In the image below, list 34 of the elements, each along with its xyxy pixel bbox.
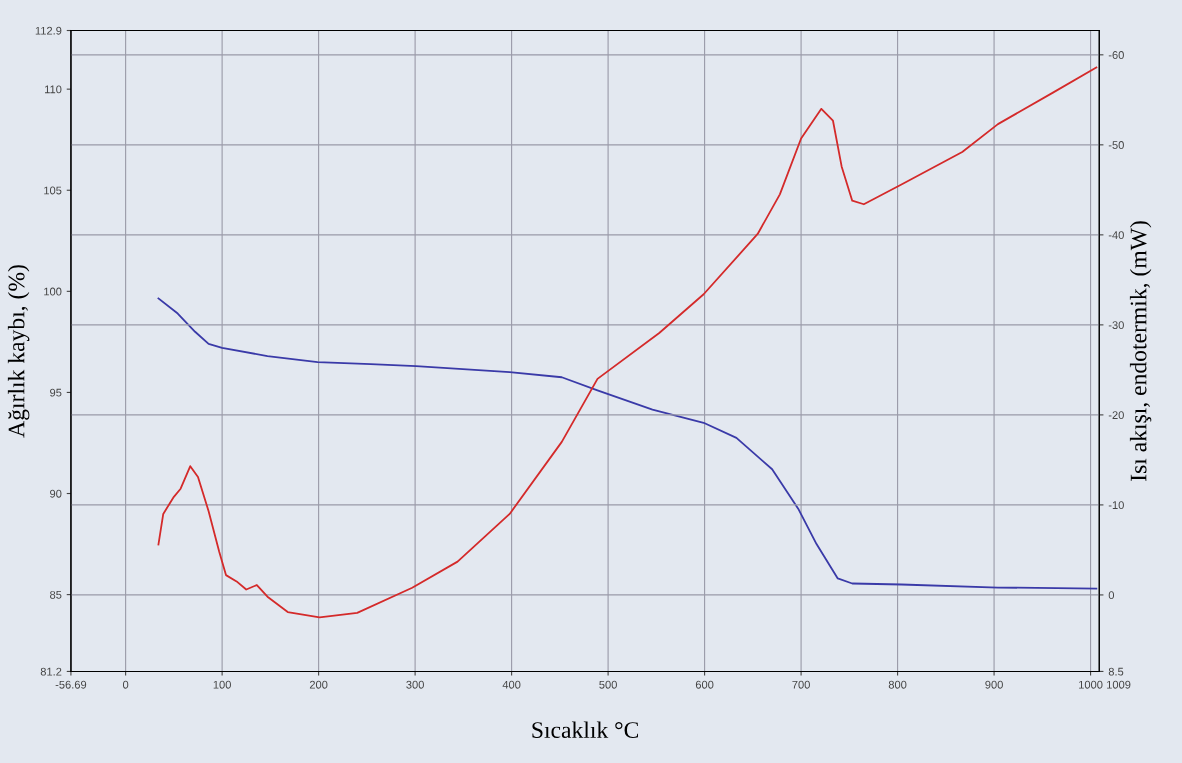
y-tick-label: 90 [50,489,62,498]
x-tick-label: -56.69 [55,680,87,689]
y-tick-label: 112.9 [35,26,62,35]
y2-tick-label: 0 [1108,591,1115,600]
x-tick-label: 400 [502,680,521,689]
y-tick-label: 110 [45,85,62,94]
y2-tick-label: 8.5 [1108,667,1124,676]
x-tick-label: 700 [792,680,810,689]
y2-tick-label: -10 [1108,501,1124,510]
line-series [157,66,1098,619]
y-tick-label: 81.2 [40,667,62,676]
y2-tick-label: -50 [1108,141,1124,149]
y-tick-label: 95 [50,388,62,397]
x-tick-label: 100 [213,680,231,689]
x-tick-label: 300 [406,680,424,689]
x-tick-label: 600 [695,680,714,689]
y-tick-label: 85 [50,590,62,599]
x-tick-label: 200 [309,680,328,689]
y2-axis-title: Isı akışı, endotermik, (mW) [1129,221,1152,481]
y2-tick-label: -40 [1108,231,1124,239]
y-tick-label: 105 [44,186,62,195]
y2-tick-label: -30 [1108,321,1124,330]
text: 1009 [1107,680,1131,689]
y-tick-label: 100 [44,287,62,296]
x-tick-label: 500 [599,680,617,689]
x-tick-label: 900 [985,680,1003,689]
y-axis-title: Ağırlık kaybı, (%) [7,265,30,438]
y2-tick-label: -20 [1108,411,1124,420]
y2-tick-label: -60 [1108,51,1124,59]
x-tick-label: 1000 [1079,680,1103,689]
x-axis-title: Sıcaklık °C [532,721,639,738]
x-tick-label: 800 [888,680,907,689]
x-tick-label: 0 [122,680,129,689]
line-series [157,297,1098,590]
